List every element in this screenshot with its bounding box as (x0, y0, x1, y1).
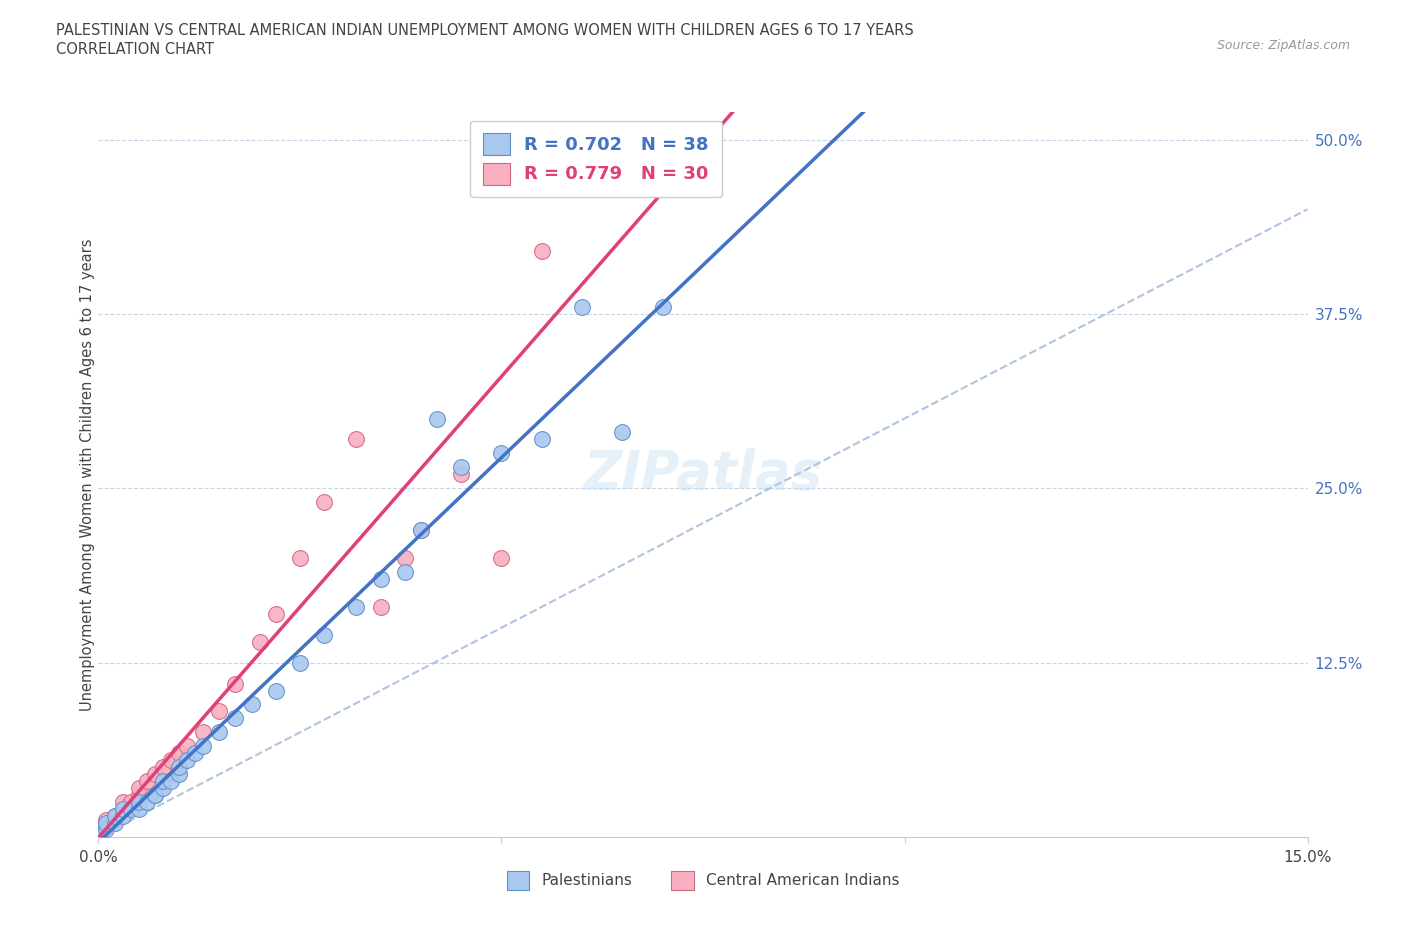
Point (208, 725, 231, 740)
Legend: Palestinians, Central American Indians: Palestinians, Central American Indians (495, 858, 911, 902)
Point (530, 244, 553, 259)
Point (530, 432, 553, 447)
Point (120, 802, 142, 817)
Point (152, 760, 174, 775)
Point (224, 711, 246, 725)
Point (103, 816, 125, 830)
Point (96, 813, 118, 828)
Point (87, 823, 110, 838)
Point (167, 766, 190, 781)
Text: PALESTINIAN VS CENTRAL AMERICAN INDIAN UNEMPLOYMENT AMONG WOMEN WITH CHILDREN AG: PALESTINIAN VS CENTRAL AMERICAN INDIAN U… (56, 23, 914, 38)
Point (409, 523, 432, 538)
Point (152, 781, 174, 796)
Text: Source: ZipAtlas.com: Source: ZipAtlas.com (1216, 39, 1350, 52)
Point (111, 794, 134, 809)
Point (96, 816, 118, 830)
Point (111, 809, 134, 824)
Point (135, 774, 157, 789)
Point (176, 753, 198, 768)
Point (370, 571, 392, 587)
Point (612, 425, 634, 440)
Point (152, 774, 174, 789)
Point (314, 628, 336, 643)
Point (167, 760, 190, 775)
Point (103, 809, 125, 824)
Point (143, 766, 166, 781)
Point (491, 446, 513, 461)
Point (426, 411, 449, 426)
Point (135, 794, 157, 809)
Point (288, 656, 311, 671)
Point (344, 432, 367, 447)
Point (160, 753, 183, 768)
Point (264, 606, 287, 621)
Point (224, 676, 246, 691)
Point (249, 634, 271, 649)
Point (571, 132, 593, 147)
Point (491, 551, 513, 565)
Point (409, 523, 432, 538)
Point (571, 299, 593, 314)
Point (344, 600, 367, 615)
Text: CORRELATION CHART: CORRELATION CHART (56, 42, 214, 57)
Point (193, 738, 215, 753)
Point (143, 788, 166, 803)
Point (96, 821, 118, 836)
Point (103, 809, 125, 824)
Point (184, 746, 207, 761)
Point (314, 495, 336, 510)
Point (450, 460, 472, 475)
Y-axis label: Unemployment Among Women with Children Ages 6 to 17 years: Unemployment Among Women with Children A… (80, 238, 94, 711)
Point (370, 600, 392, 615)
Point (264, 683, 287, 698)
Point (394, 565, 416, 579)
Point (111, 802, 134, 817)
Point (96, 818, 118, 833)
Point (160, 774, 183, 789)
Point (143, 788, 166, 803)
Point (87, 823, 110, 838)
Point (120, 794, 142, 809)
Point (193, 725, 215, 740)
Point (394, 551, 416, 565)
Point (167, 746, 190, 761)
Point (176, 738, 198, 753)
Point (128, 788, 150, 803)
Point (450, 467, 472, 482)
Point (651, 299, 673, 314)
Point (208, 704, 231, 719)
Point (128, 794, 150, 809)
Point (288, 551, 311, 565)
Point (240, 698, 263, 712)
Point (128, 802, 150, 817)
Text: ZIPatlas: ZIPatlas (583, 448, 823, 500)
Point (128, 781, 150, 796)
Point (111, 802, 134, 817)
